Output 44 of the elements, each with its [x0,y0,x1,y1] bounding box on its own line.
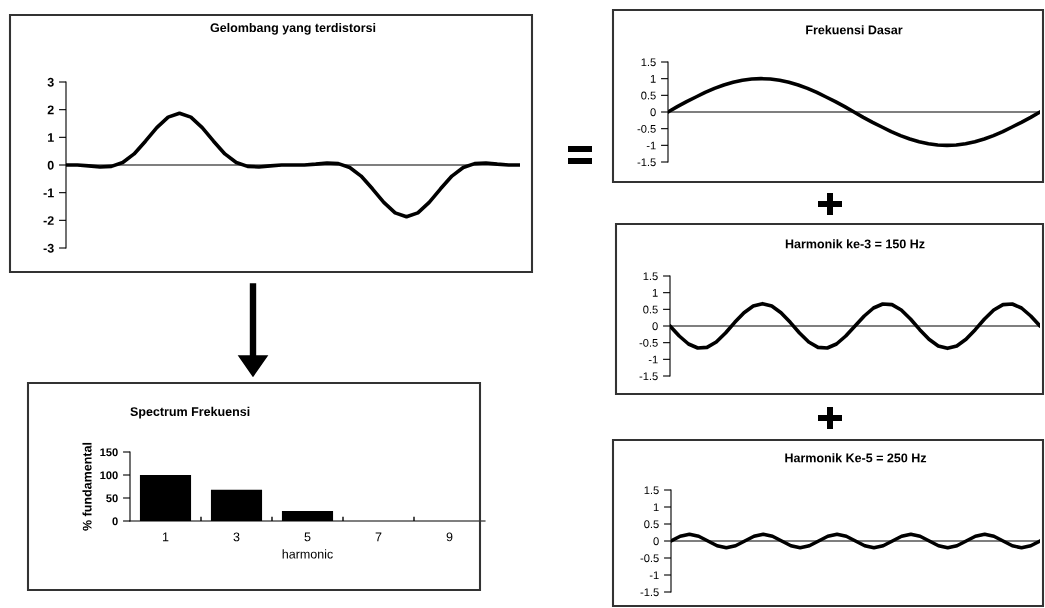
y-axis-title: % fundamental [82,442,92,531]
y-tick-label: 1.5 [641,58,656,67]
y-tick-label: 1.5 [643,272,658,281]
y-tick-label: 0 [112,517,118,526]
y-tick-label: 1.5 [644,486,659,495]
chart-title: Gelombang yang terdistorsi [210,22,376,35]
y-tick-label: -2 [43,216,54,225]
y-tick-label: -0.5 [640,554,659,563]
y-tick-label: 0.5 [643,305,658,314]
y-tick-label: 3 [47,77,54,87]
y-tick-label: 0 [652,322,658,331]
y-tick-label: 2 [47,105,54,115]
y-tick-label: -1.5 [639,372,658,381]
y-tick-label: 0 [47,160,54,170]
x-tick-label: 9 [446,532,453,542]
y-tick-label: -1 [649,571,659,580]
y-tick-label: -1.5 [637,158,656,167]
y-tick-label: -0.5 [637,124,656,133]
y-tick-label: 0.5 [644,520,659,529]
y-tick-label: -1 [648,355,658,364]
y-tick-label: 150 [100,448,118,457]
y-tick-label: -1 [43,188,54,198]
x-tick-label: 7 [375,532,382,542]
y-tick-label: 1 [652,289,658,297]
y-tick-label: 100 [100,471,118,480]
y-tick-label: 0 [653,537,659,546]
y-tick-label: 1 [653,503,659,512]
y-tick-label: -0.5 [639,338,658,347]
chart-title: Harmonik ke-3 = 150 Hz [785,239,925,249]
x-tick-label: 5 [304,532,311,542]
chart-title: Harmonik Ke-5 = 250 Hz [785,453,927,463]
y-tick-label: 0.5 [641,91,656,100]
y-tick-label: 50 [106,494,118,503]
y-tick-label: 1 [650,75,656,83]
chart-title: Frekuensi Dasar [806,25,903,35]
y-tick-label: 0 [650,108,656,117]
x-tick-label: 3 [233,532,240,542]
y-tick-label: 1 [48,133,54,142]
x-tick-label: 1 [162,532,169,542]
chart-title: Spectrum Frekuensi [130,406,250,419]
y-tick-label: -1 [646,141,656,150]
y-tick-label: -3 [43,243,54,253]
y-tick-label: -1.5 [640,588,659,597]
x-axis-title: harmonic [282,549,333,559]
